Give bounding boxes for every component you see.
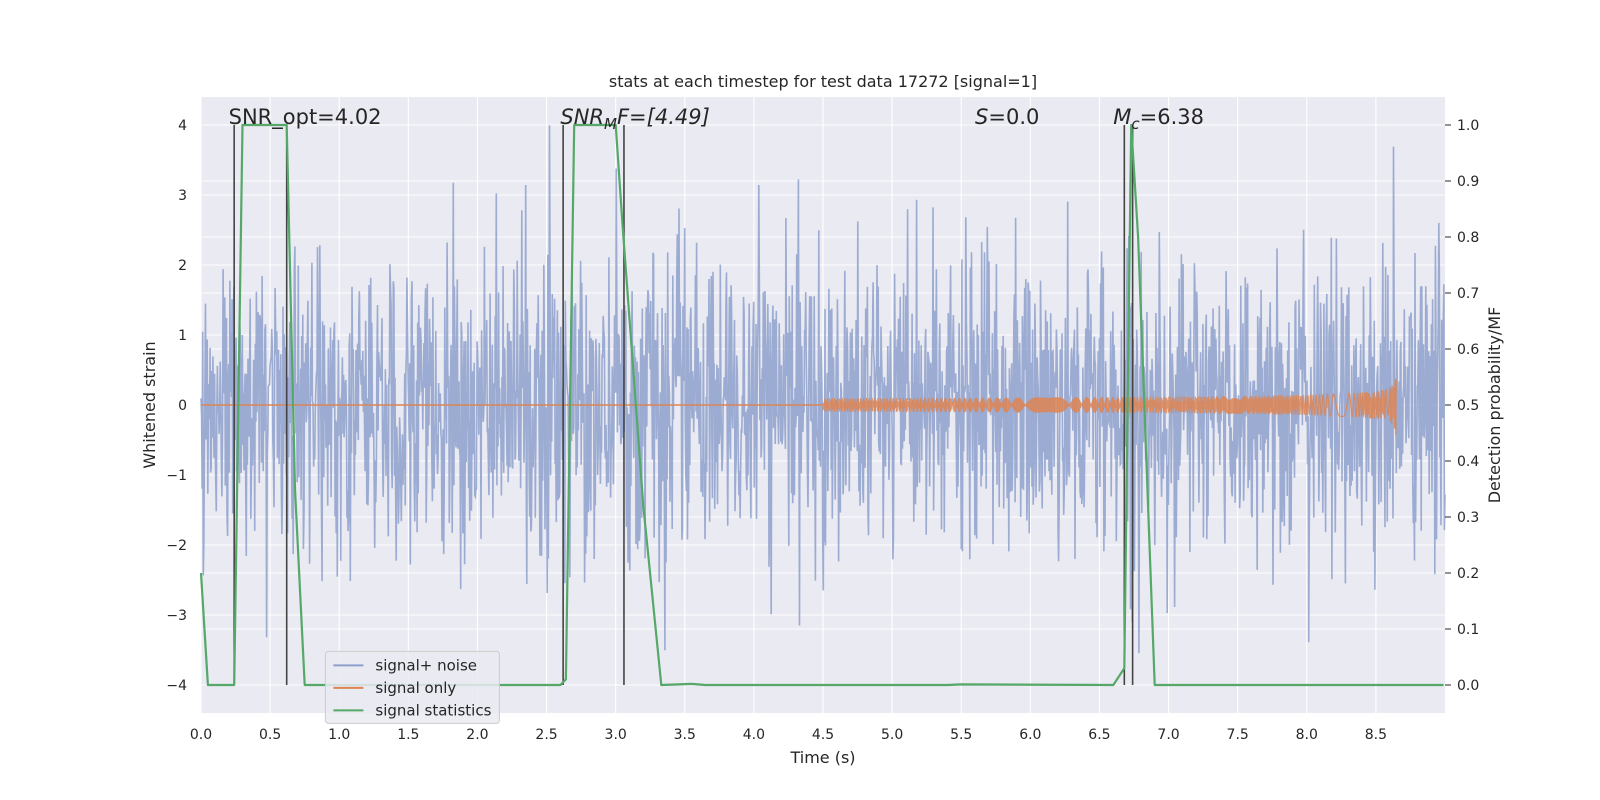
- annotation-mc: Mc=6.38: [1113, 105, 1204, 133]
- signal-chirp: [822, 378, 1397, 435]
- left-axis-label: Whitened strain: [140, 341, 159, 468]
- noise-trace: [200, 125, 1446, 654]
- right-y-tick-label: 0.2: [1457, 566, 1479, 582]
- x-tick-label: 7.5: [1227, 727, 1249, 743]
- x-tick-label: 5.0: [881, 727, 903, 743]
- right-y-tick-label: 0.1: [1457, 622, 1479, 638]
- annotation-mc-var: M: [1113, 105, 1131, 129]
- series-signal-statistics: [199, 123, 1444, 687]
- legend: signal+ noise signal only signal statist…: [324, 650, 500, 724]
- x-tick-label: 6.0: [1019, 727, 1041, 743]
- x-axis-ticks: 0.0 0.5 1.0 1.5 2.0 2.5 3.0 3.5 4.0 4.5 5.0 5.5 6.0 6…: [190, 727, 1387, 743]
- left-axis-ticks: 4 3 2 1 0 −1 −2 −3 −4: [166, 118, 187, 694]
- x-axis-label: Time (s): [789, 748, 855, 767]
- legend-label-signal-only: signal only: [375, 679, 456, 697]
- event-markers: [233, 125, 1134, 685]
- x-tick-label: 0.5: [259, 727, 281, 743]
- right-y-tick-label: 0.9: [1457, 174, 1479, 190]
- stats-trace: [199, 123, 1444, 687]
- x-tick-label: 8.5: [1365, 727, 1387, 743]
- right-axis-ticks: 1.0 0.9 0.8 0.7 0.6 0.5 0.4 0.3 0.2 0.1 0.0: [1445, 118, 1479, 694]
- right-y-tick-label: 0.4: [1457, 454, 1479, 470]
- left-y-tick-label: −1: [166, 468, 187, 484]
- x-tick-label: 4.0: [743, 727, 765, 743]
- x-tick-label: 5.5: [950, 727, 972, 743]
- annotation-s-var: S: [975, 105, 988, 129]
- left-y-tick-label: 4: [178, 118, 187, 134]
- annotation-mc-value: =6.38: [1140, 105, 1204, 129]
- x-tick-label: 7.0: [1157, 727, 1179, 743]
- x-tick-label: 0.0: [190, 727, 212, 743]
- right-y-tick-label: 1.0: [1457, 118, 1479, 134]
- legend-label-signal-statistics: signal statistics: [375, 701, 491, 719]
- left-y-tick-label: 1: [178, 328, 187, 344]
- left-y-tick-label: 0: [178, 398, 187, 414]
- annotation-mc-sub: c: [1131, 115, 1140, 133]
- annotation-snr-mf-sub: M: [604, 115, 617, 133]
- x-tick-label: 4.5: [812, 727, 834, 743]
- right-axis-label: Detection probability/MF: [1485, 307, 1504, 504]
- legend-label-signal-noise: signal+ noise: [375, 656, 477, 674]
- chart-title: stats at each timestep for test data 172…: [609, 72, 1037, 91]
- x-tick-label: 3.5: [674, 727, 696, 743]
- x-tick-label: 6.5: [1088, 727, 1110, 743]
- annotation-snr-opt: SNR_opt=4.02: [229, 105, 382, 130]
- legend-box: [324, 650, 500, 724]
- annotation-snr-mf-value: F=[4.49]: [617, 105, 710, 129]
- annotation-s-value: =0.0: [988, 105, 1039, 129]
- series-signal-noise: [200, 125, 1446, 654]
- x-tick-label: 2.5: [535, 727, 557, 743]
- left-y-tick-label: 2: [178, 258, 187, 274]
- right-y-tick-label: 0.8: [1457, 230, 1479, 246]
- left-y-tick-label: −4: [166, 678, 187, 694]
- right-y-tick-label: 0.3: [1457, 510, 1479, 526]
- left-y-tick-label: −3: [166, 608, 187, 624]
- right-y-tick-label: 0.7: [1457, 286, 1479, 302]
- right-y-tick-label: 0.0: [1457, 678, 1479, 694]
- annotation-s: S=0.0: [975, 105, 1039, 129]
- x-tick-label: 1.5: [397, 727, 419, 743]
- right-y-tick-label: 0.6: [1457, 342, 1479, 358]
- x-tick-label: 8.0: [1296, 727, 1318, 743]
- x-tick-label: 1.0: [328, 727, 350, 743]
- x-tick-label: 3.0: [605, 727, 627, 743]
- x-tick-label: 2.0: [466, 727, 488, 743]
- series-signal-only: [201, 378, 1397, 435]
- left-y-tick-label: 3: [178, 188, 187, 204]
- annotation-snr-mf-var: SNR: [560, 105, 604, 129]
- right-y-tick-label: 0.5: [1457, 398, 1479, 414]
- left-y-tick-label: −2: [166, 538, 187, 554]
- annotation-snr-mf: SNRMF=[4.49]: [560, 105, 709, 133]
